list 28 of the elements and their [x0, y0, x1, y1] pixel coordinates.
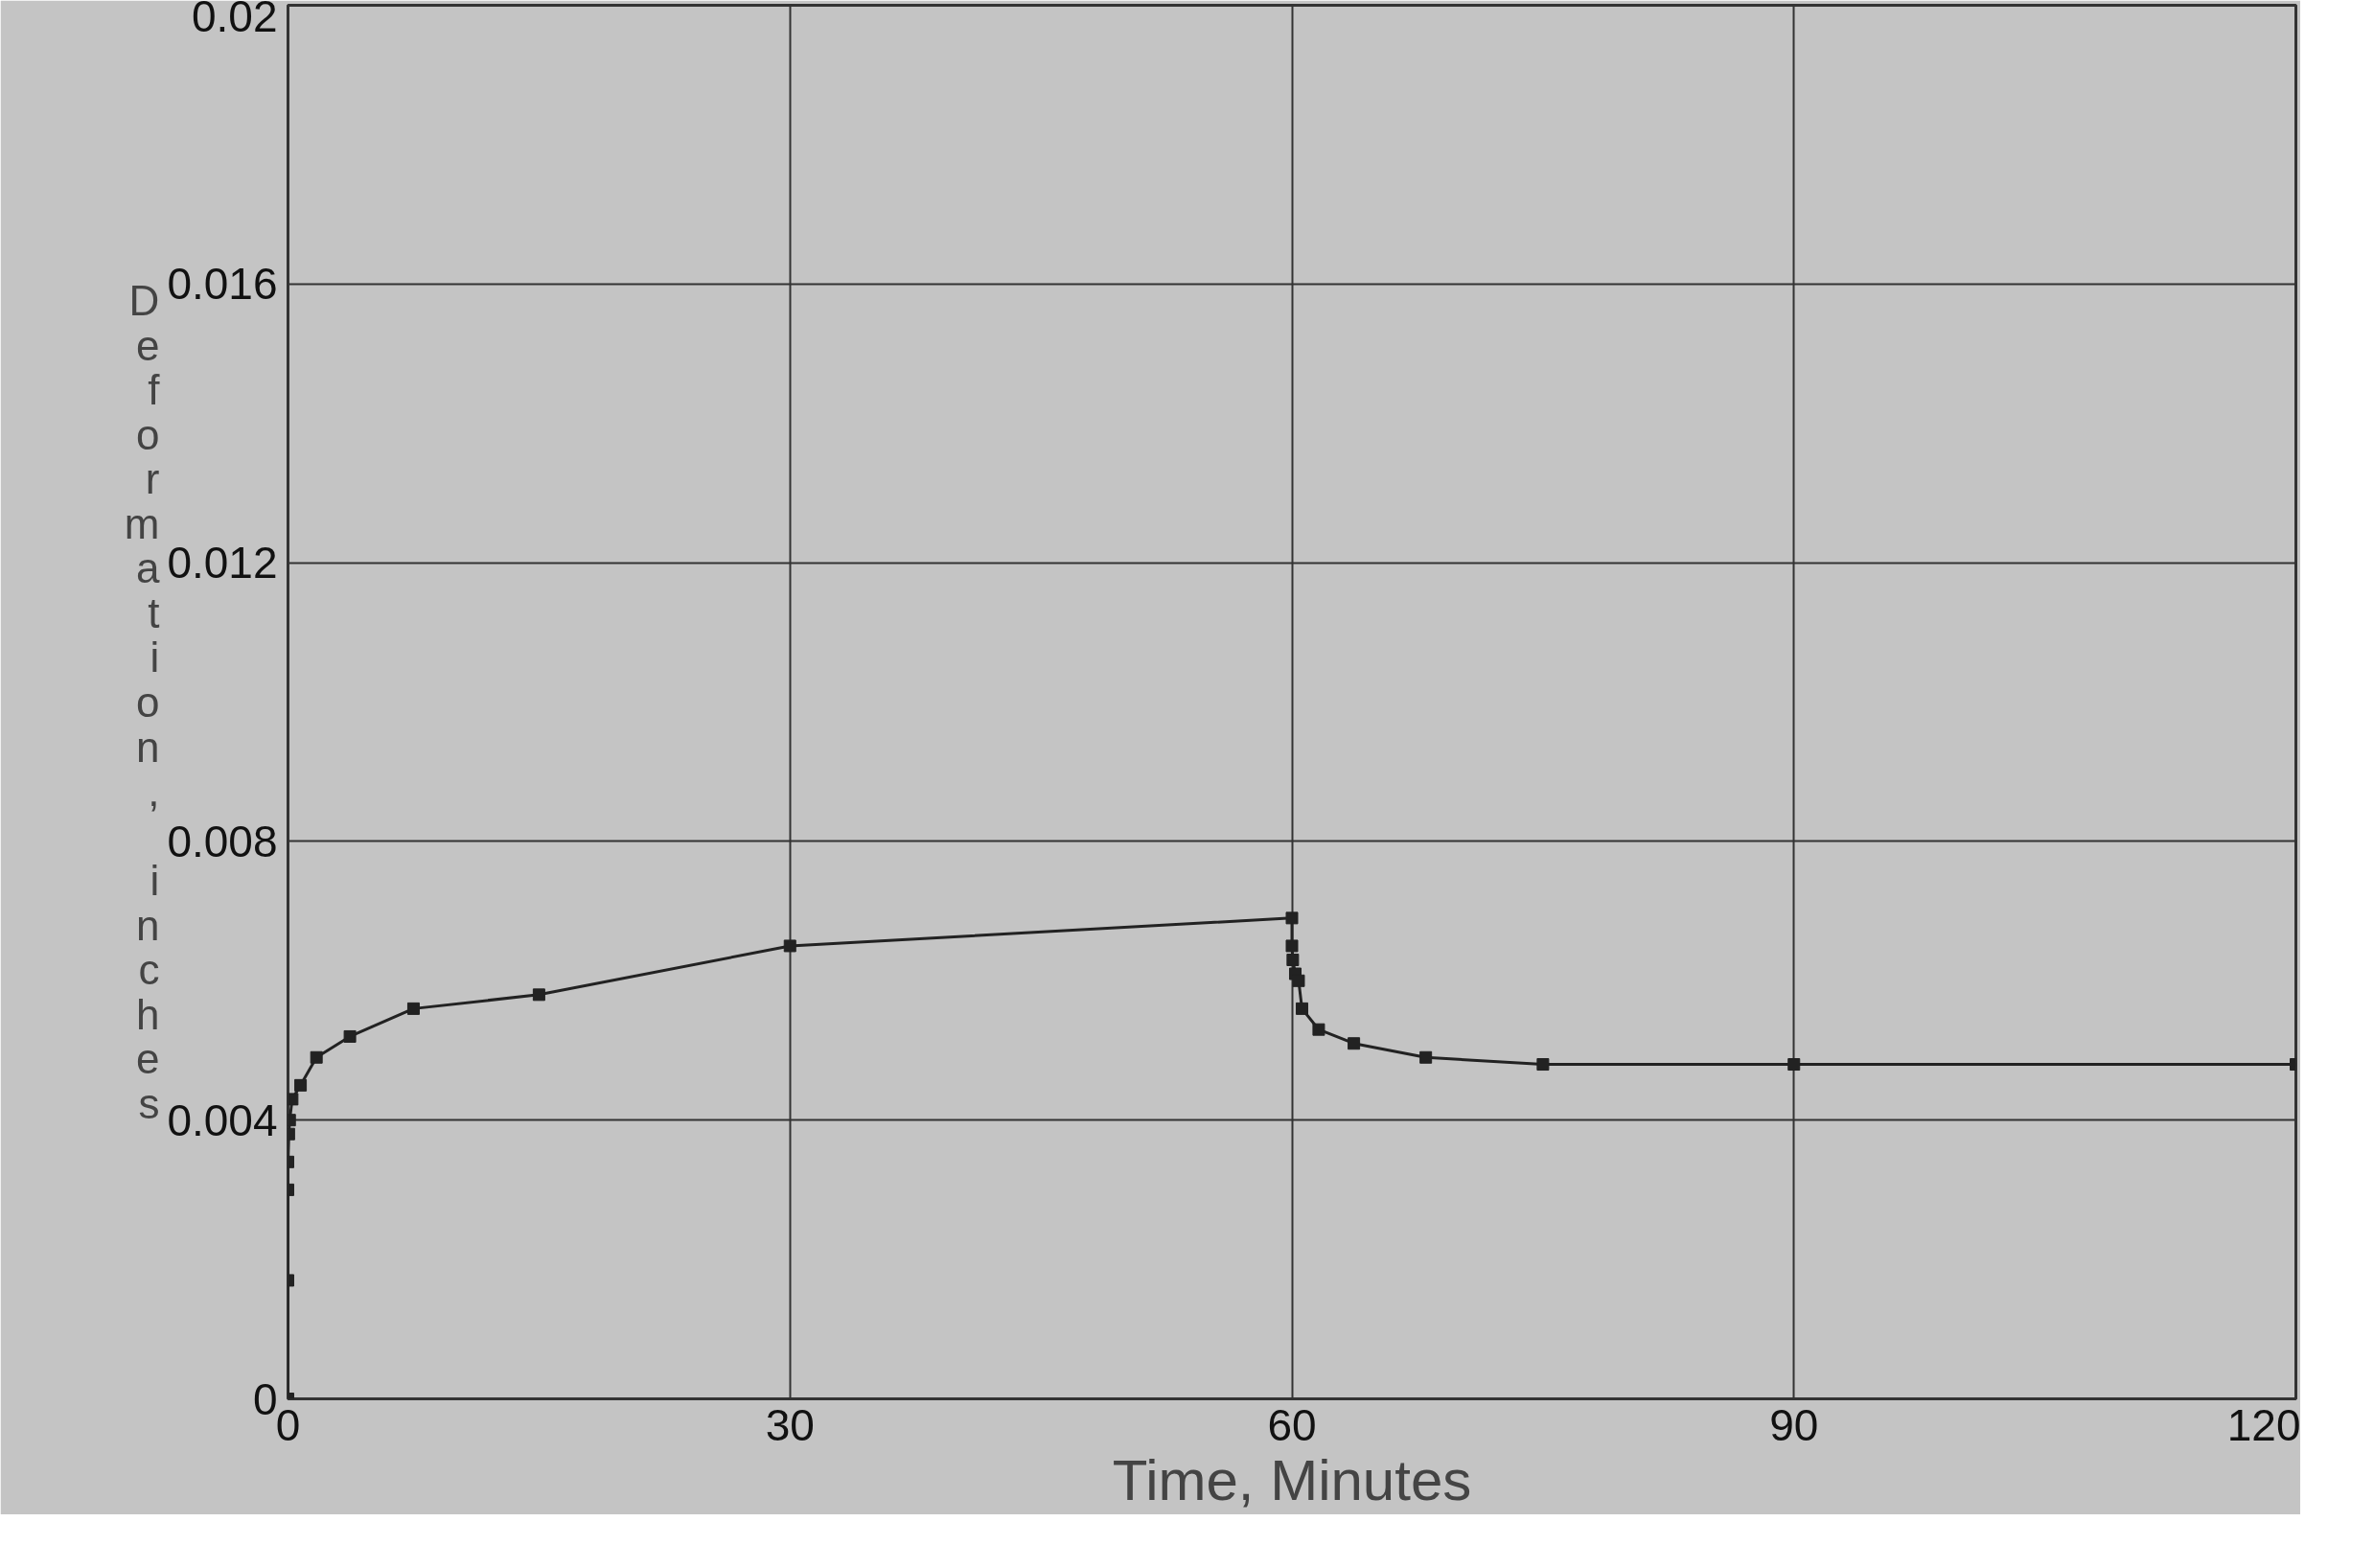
- y-tick-label: 0.004: [167, 1095, 278, 1145]
- point: [310, 1050, 323, 1064]
- point: [532, 988, 545, 1002]
- point: [1312, 1023, 1325, 1036]
- x-tick-label: 60: [1267, 1399, 1317, 1450]
- x-tick-label: 30: [765, 1399, 815, 1450]
- point: [1285, 939, 1299, 953]
- text: Deformation, inches: [124, 277, 160, 1127]
- point: [783, 939, 796, 953]
- point: [288, 1093, 299, 1106]
- y-tick-label: 0.016: [167, 259, 278, 310]
- point: [1285, 911, 1299, 925]
- y-tick-label: 0.012: [167, 538, 278, 588]
- x-tick-label: 90: [1769, 1399, 1819, 1450]
- point: [1787, 1058, 1801, 1072]
- x-tick-label: 120: [2226, 1399, 2301, 1450]
- point: [1286, 953, 1300, 966]
- point: [343, 1029, 357, 1043]
- point: [1295, 1002, 1308, 1015]
- x-axis-title: Time, Minutes: [1112, 1447, 1472, 1512]
- point: [1536, 1058, 1550, 1072]
- point: [1292, 974, 1305, 987]
- point: [1419, 1050, 1433, 1064]
- point: [294, 1078, 308, 1092]
- point: [406, 1002, 420, 1015]
- point: [1348, 1037, 1361, 1050]
- y-tick-label: 0.008: [167, 816, 278, 866]
- y-tick-label: 0.02: [191, 0, 278, 41]
